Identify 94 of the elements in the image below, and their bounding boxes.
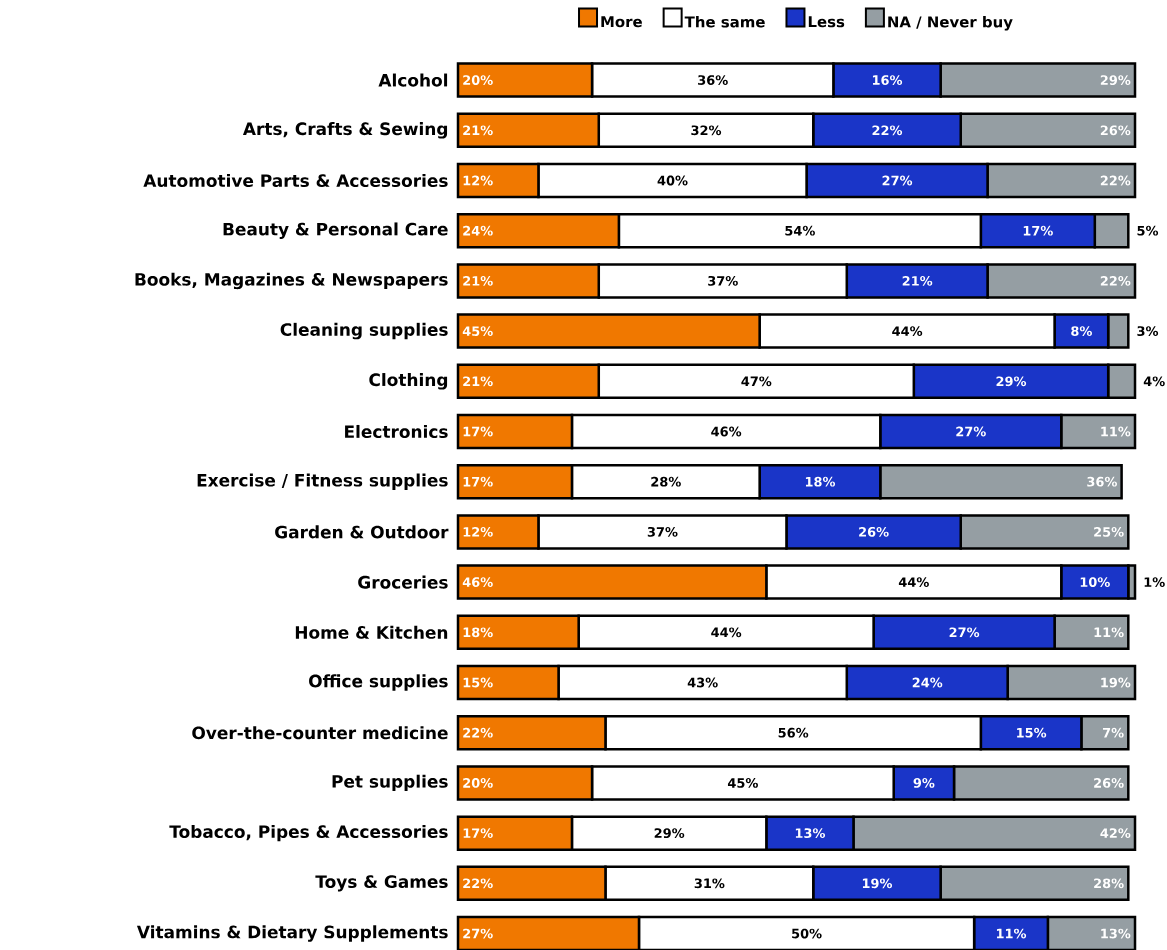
- data-label: 28%: [651, 476, 681, 487]
- data-label: 5%: [1137, 225, 1159, 236]
- y-tick-label: Groceries: [358, 575, 448, 589]
- data-label: 36%: [1087, 476, 1117, 487]
- data-label: 18%: [463, 627, 493, 638]
- data-label: 15%: [1017, 727, 1047, 738]
- legend-label: The same: [684, 15, 765, 28]
- data-label: 31%: [694, 878, 725, 889]
- data-label: 42%: [1100, 828, 1131, 839]
- data-label: 37%: [708, 276, 738, 286]
- data-label: 24%: [912, 677, 943, 688]
- y-tick-label: Electronics: [345, 424, 448, 439]
- data-label: 18%: [805, 476, 836, 487]
- data-label: 22%: [872, 125, 903, 136]
- data-label: 16%: [872, 75, 903, 85]
- data-label: 22%: [463, 727, 493, 738]
- y-tick-label: Cleaning supplies: [280, 322, 448, 340]
- y-tick-label: Beauty & Personal Care: [223, 222, 448, 239]
- y-tick-label: Tobacco, Pipes & Accessories: [169, 824, 448, 842]
- data-label: 17%: [463, 426, 493, 437]
- data-label: 44%: [898, 577, 929, 588]
- data-label: 21%: [463, 276, 493, 286]
- data-label: 54%: [785, 225, 815, 236]
- data-label: 11%: [1101, 426, 1131, 437]
- data-label: 26%: [1100, 125, 1131, 136]
- data-label: 11%: [996, 928, 1027, 939]
- data-label: 36%: [698, 75, 728, 85]
- data-label: 12%: [463, 175, 493, 186]
- data-label: 19%: [1101, 677, 1131, 688]
- data-label: 7%: [1102, 727, 1124, 738]
- data-label: 12%: [463, 527, 493, 537]
- y-tick-label: Books, Magazines & Newspapers: [135, 272, 448, 290]
- data-label: 37%: [647, 527, 678, 537]
- y-tick-label: Automotive Parts & Accessories: [143, 173, 448, 188]
- data-label: 27%: [949, 627, 980, 638]
- data-label: 22%: [1100, 175, 1131, 186]
- data-label: 47%: [741, 376, 772, 387]
- data-label: 40%: [657, 175, 688, 186]
- legend-label: NA / Never buy: [888, 15, 1013, 31]
- data-label: 21%: [463, 376, 493, 387]
- legend-label: Less: [808, 16, 845, 28]
- data-label: 21%: [902, 276, 933, 286]
- data-label: 50%: [792, 928, 822, 939]
- data-label: 22%: [463, 878, 493, 889]
- data-label: 24%: [463, 225, 493, 236]
- data-label: 3%: [1137, 326, 1159, 336]
- data-label: 46%: [711, 426, 742, 437]
- legend-label: More: [601, 16, 642, 28]
- data-label: 29%: [996, 376, 1027, 387]
- data-label: 45%: [462, 326, 493, 336]
- y-tick-label: Alcohol: [378, 73, 448, 87]
- data-label: 4%: [1143, 376, 1165, 387]
- data-label: 44%: [711, 627, 742, 638]
- y-tick-label: Vitamins & Dietary Supplements: [136, 925, 448, 942]
- data-label: 28%: [1094, 878, 1124, 889]
- y-tick-label: Pet supplies: [332, 774, 448, 792]
- data-label: 45%: [727, 778, 758, 788]
- data-label: 26%: [1094, 778, 1124, 788]
- y-tick-label: Office supplies: [309, 674, 448, 691]
- y-tick-label: Over-the-counter medicine: [192, 726, 448, 740]
- data-label: 56%: [778, 727, 809, 738]
- data-label: 20%: [463, 778, 493, 788]
- data-label: 17%: [1023, 225, 1053, 236]
- data-label: 13%: [795, 828, 826, 839]
- data-label: 26%: [859, 527, 889, 537]
- y-tick-label: Home & Kitchen: [295, 625, 448, 639]
- y-tick-label: Exercise / Fitness supplies: [197, 473, 448, 490]
- data-label: 27%: [956, 426, 986, 437]
- data-label: 32%: [691, 125, 722, 136]
- data-label: 17%: [463, 828, 493, 839]
- data-label: 10%: [1080, 577, 1110, 588]
- y-tick-label: Toys & Games: [315, 875, 448, 892]
- y-tick-label: Arts, Crafts & Sewing: [242, 122, 448, 139]
- data-label: 21%: [463, 125, 493, 136]
- y-tick-label: Garden & Outdoor: [275, 525, 449, 539]
- data-label: 8%: [1071, 326, 1092, 336]
- data-label: 29%: [654, 828, 685, 839]
- data-label: 13%: [1101, 928, 1131, 939]
- data-label: 44%: [892, 326, 923, 336]
- data-label: 1%: [1144, 577, 1165, 588]
- data-label: 19%: [862, 878, 893, 889]
- data-label: 27%: [882, 175, 913, 186]
- data-label: 25%: [1094, 527, 1124, 537]
- data-label: 11%: [1094, 627, 1124, 638]
- data-label: 20%: [463, 75, 493, 85]
- data-label: 29%: [1100, 75, 1131, 85]
- data-label: 15%: [463, 677, 493, 688]
- data-label: 17%: [463, 476, 493, 487]
- data-label: 22%: [1100, 276, 1131, 286]
- y-tick-label: Clothing: [369, 373, 448, 390]
- data-label: 9%: [913, 778, 935, 788]
- data-label: 27%: [463, 928, 493, 939]
- data-label: 43%: [687, 677, 718, 688]
- data-label: 46%: [462, 577, 493, 588]
